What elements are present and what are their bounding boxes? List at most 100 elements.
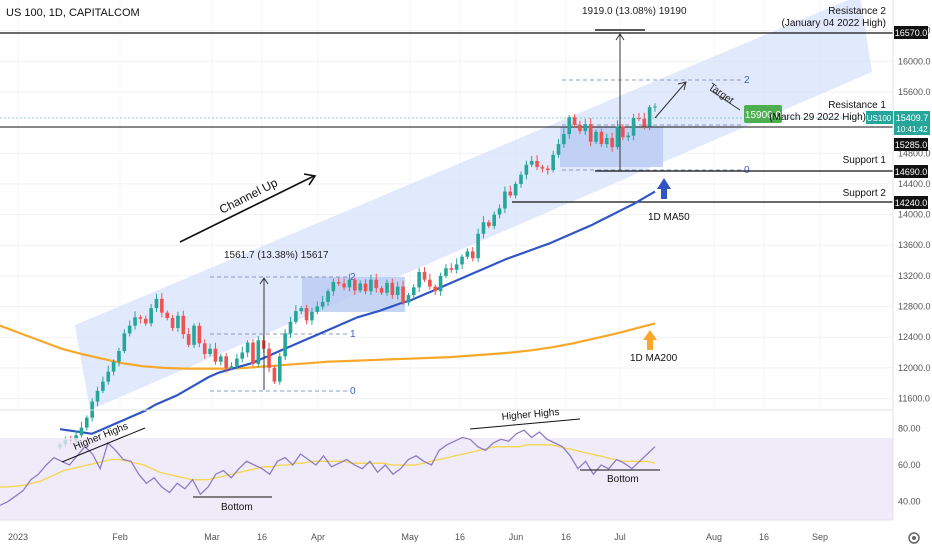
candle-body <box>401 286 405 303</box>
candle-body <box>95 390 100 402</box>
candle-body <box>626 135 630 138</box>
svg-text:US100: US100 <box>867 114 892 123</box>
candle-body <box>524 164 529 175</box>
candle-body <box>299 308 304 312</box>
candle-body <box>519 174 523 184</box>
measure-tool-2 <box>595 29 645 170</box>
candle-body <box>465 251 470 257</box>
price-tag-current: US100 15409.7 10:41:42 <box>866 111 930 135</box>
y-tick-label: 14000.0 <box>898 210 931 220</box>
time-axis-ticks[interactable]: 2023 Feb Mar 16 Apr May 16 Jun 16 Jul Aug 16 Sep <box>8 532 828 542</box>
candle-body <box>197 325 202 344</box>
price-tag-support-1: 14690.0 <box>894 165 928 178</box>
candle-body <box>529 160 534 165</box>
support-2-label: Support 2 <box>843 188 887 199</box>
candle-body <box>604 137 609 145</box>
x-tick-label: Sep <box>812 532 828 542</box>
candle-body <box>449 268 454 270</box>
candle-body <box>358 283 362 291</box>
candle-body <box>615 126 620 148</box>
candle-body <box>160 298 164 313</box>
candle-body <box>117 350 121 362</box>
x-tick-label: 2023 <box>8 532 28 542</box>
candle-body <box>138 317 143 319</box>
candle-body <box>170 318 175 328</box>
y-tick-label: 15600.0 <box>898 87 931 97</box>
ma200-up-arrow-icon <box>643 330 657 350</box>
fib-label-0a: 0 <box>350 386 356 397</box>
rsi-band <box>0 438 893 520</box>
candle-body <box>545 168 550 171</box>
fib-label-2b: 2 <box>744 75 750 86</box>
candle-body <box>572 117 577 125</box>
rsi-higher-highs-label-2: Higher Highs <box>501 407 560 423</box>
ma50-label: 1D MA50 <box>648 212 690 223</box>
candle-body <box>219 356 223 362</box>
rsi-bottom-label-2: Bottom <box>607 474 639 485</box>
y-tick-label: 12400.0 <box>898 332 931 342</box>
candle-body <box>406 295 411 303</box>
candle-body <box>508 191 513 196</box>
y-tick-label: 11600.0 <box>898 394 930 404</box>
candle-body <box>353 279 357 291</box>
candle-body <box>390 282 395 296</box>
candle-body <box>438 275 443 292</box>
candle-body <box>642 118 647 127</box>
candle-body <box>497 208 502 215</box>
candle-body <box>481 222 486 234</box>
candle-body <box>240 352 245 359</box>
candle-body <box>127 325 132 334</box>
candle-body <box>470 251 475 259</box>
candle-body <box>621 126 625 138</box>
candle-body <box>551 154 555 171</box>
candle-body <box>283 333 287 357</box>
candle-body <box>111 361 116 372</box>
candle-body <box>631 118 636 136</box>
candle-body <box>133 317 137 326</box>
candle-body <box>176 315 180 328</box>
y-tick-label: 13600.0 <box>898 240 931 250</box>
price-axis[interactable] <box>893 0 932 550</box>
candle-body <box>304 308 309 321</box>
candle-body <box>326 291 330 302</box>
rsi-axis-ticks: 80.00 60.00 40.00 <box>898 423 921 506</box>
x-tick-label: 16 <box>257 532 267 542</box>
candle-body <box>540 167 545 169</box>
candle-body <box>288 321 293 334</box>
candle-body <box>315 306 320 312</box>
svg-text:14690.0: 14690.0 <box>895 167 928 177</box>
candle-body <box>143 318 148 324</box>
candle-body <box>503 191 507 209</box>
x-tick-label: 16 <box>561 532 571 542</box>
resistance-1-sublabel: (March 29 2022 High) <box>769 112 866 123</box>
candle-body <box>74 435 78 441</box>
candle-body <box>476 233 480 259</box>
candle-body <box>492 214 496 227</box>
support-1-label: Support 1 <box>843 155 887 166</box>
candle-body <box>395 286 400 296</box>
gear-icon[interactable] <box>908 532 920 544</box>
candle-body <box>379 288 384 293</box>
candle-body <box>535 160 539 168</box>
candle-body <box>342 283 346 288</box>
candle-body <box>294 311 298 322</box>
rsi-tick-label: 40.00 <box>898 497 921 507</box>
measure-label-1: 1561.7 (13.38%) 15617 <box>224 250 329 261</box>
x-tick-label: May <box>401 532 419 542</box>
candle-body <box>385 282 389 293</box>
candle-body <box>267 348 271 368</box>
fib-label-1a: 1 <box>350 329 356 340</box>
candle-body <box>637 118 641 120</box>
resistance-2-label: Resistance 2 <box>828 6 886 17</box>
candle-body <box>149 308 153 324</box>
candle-body <box>556 144 561 155</box>
rsi-trendlines <box>61 418 660 498</box>
y-tick-label: 12000.0 <box>898 363 931 373</box>
y-tick-label: 16000.0 <box>898 56 931 66</box>
candle-body <box>202 343 207 355</box>
x-tick-label: 16 <box>455 532 465 542</box>
candle-body <box>85 417 89 428</box>
svg-text:10:41:42: 10:41:42 <box>896 125 928 134</box>
x-tick-label: Mar <box>204 532 220 542</box>
